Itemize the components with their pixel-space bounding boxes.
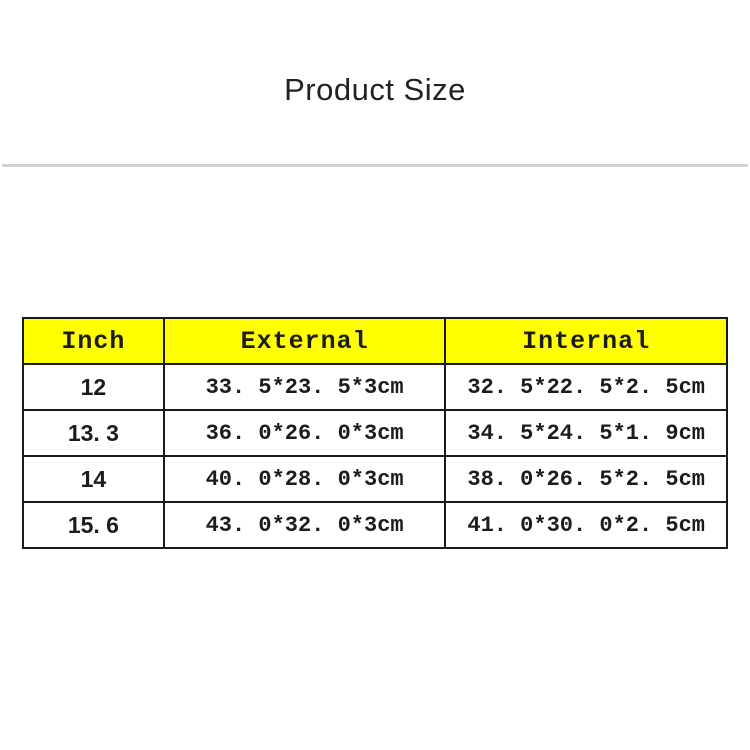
column-header-internal: Internal: [444, 317, 728, 365]
cell-inch: 12: [22, 363, 165, 411]
cell-inch: 13. 3: [22, 409, 165, 457]
cell-inch: 14: [22, 455, 165, 503]
cell-external: 36. 0*26. 0*3cm: [162, 409, 447, 457]
column-header-external: External: [162, 317, 447, 365]
page-title: Product Size: [284, 72, 466, 107]
table-row: 14 40. 0*28. 0*3cm 38. 0*26. 5*2. 5cm: [22, 455, 728, 503]
table-header-row: Inch External Internal: [22, 317, 728, 365]
column-header-inch: Inch: [22, 317, 165, 365]
cell-inch: 15. 6: [22, 501, 165, 549]
table-row: 13. 3 36. 0*26. 0*3cm 34. 5*24. 5*1. 9cm: [22, 409, 728, 457]
horizontal-divider: [2, 164, 748, 167]
cell-internal: 41. 0*30. 0*2. 5cm: [444, 501, 728, 549]
cell-external: 40. 0*28. 0*3cm: [162, 455, 447, 503]
cell-external: 33. 5*23. 5*3cm: [162, 363, 447, 411]
cell-external: 43. 0*32. 0*3cm: [162, 501, 447, 549]
size-table: Inch External Internal 12 33. 5*23. 5*3cm…: [22, 317, 728, 549]
table-row: 15. 6 43. 0*32. 0*3cm 41. 0*30. 0*2. 5cm: [22, 501, 728, 549]
cell-internal: 32. 5*22. 5*2. 5cm: [444, 363, 728, 411]
size-table-container: Inch External Internal 12 33. 5*23. 5*3cm…: [22, 317, 728, 549]
cell-internal: 34. 5*24. 5*1. 9cm: [444, 409, 728, 457]
table-row: 12 33. 5*23. 5*3cm 32. 5*22. 5*2. 5cm: [22, 363, 728, 411]
cell-internal: 38. 0*26. 5*2. 5cm: [444, 455, 728, 503]
